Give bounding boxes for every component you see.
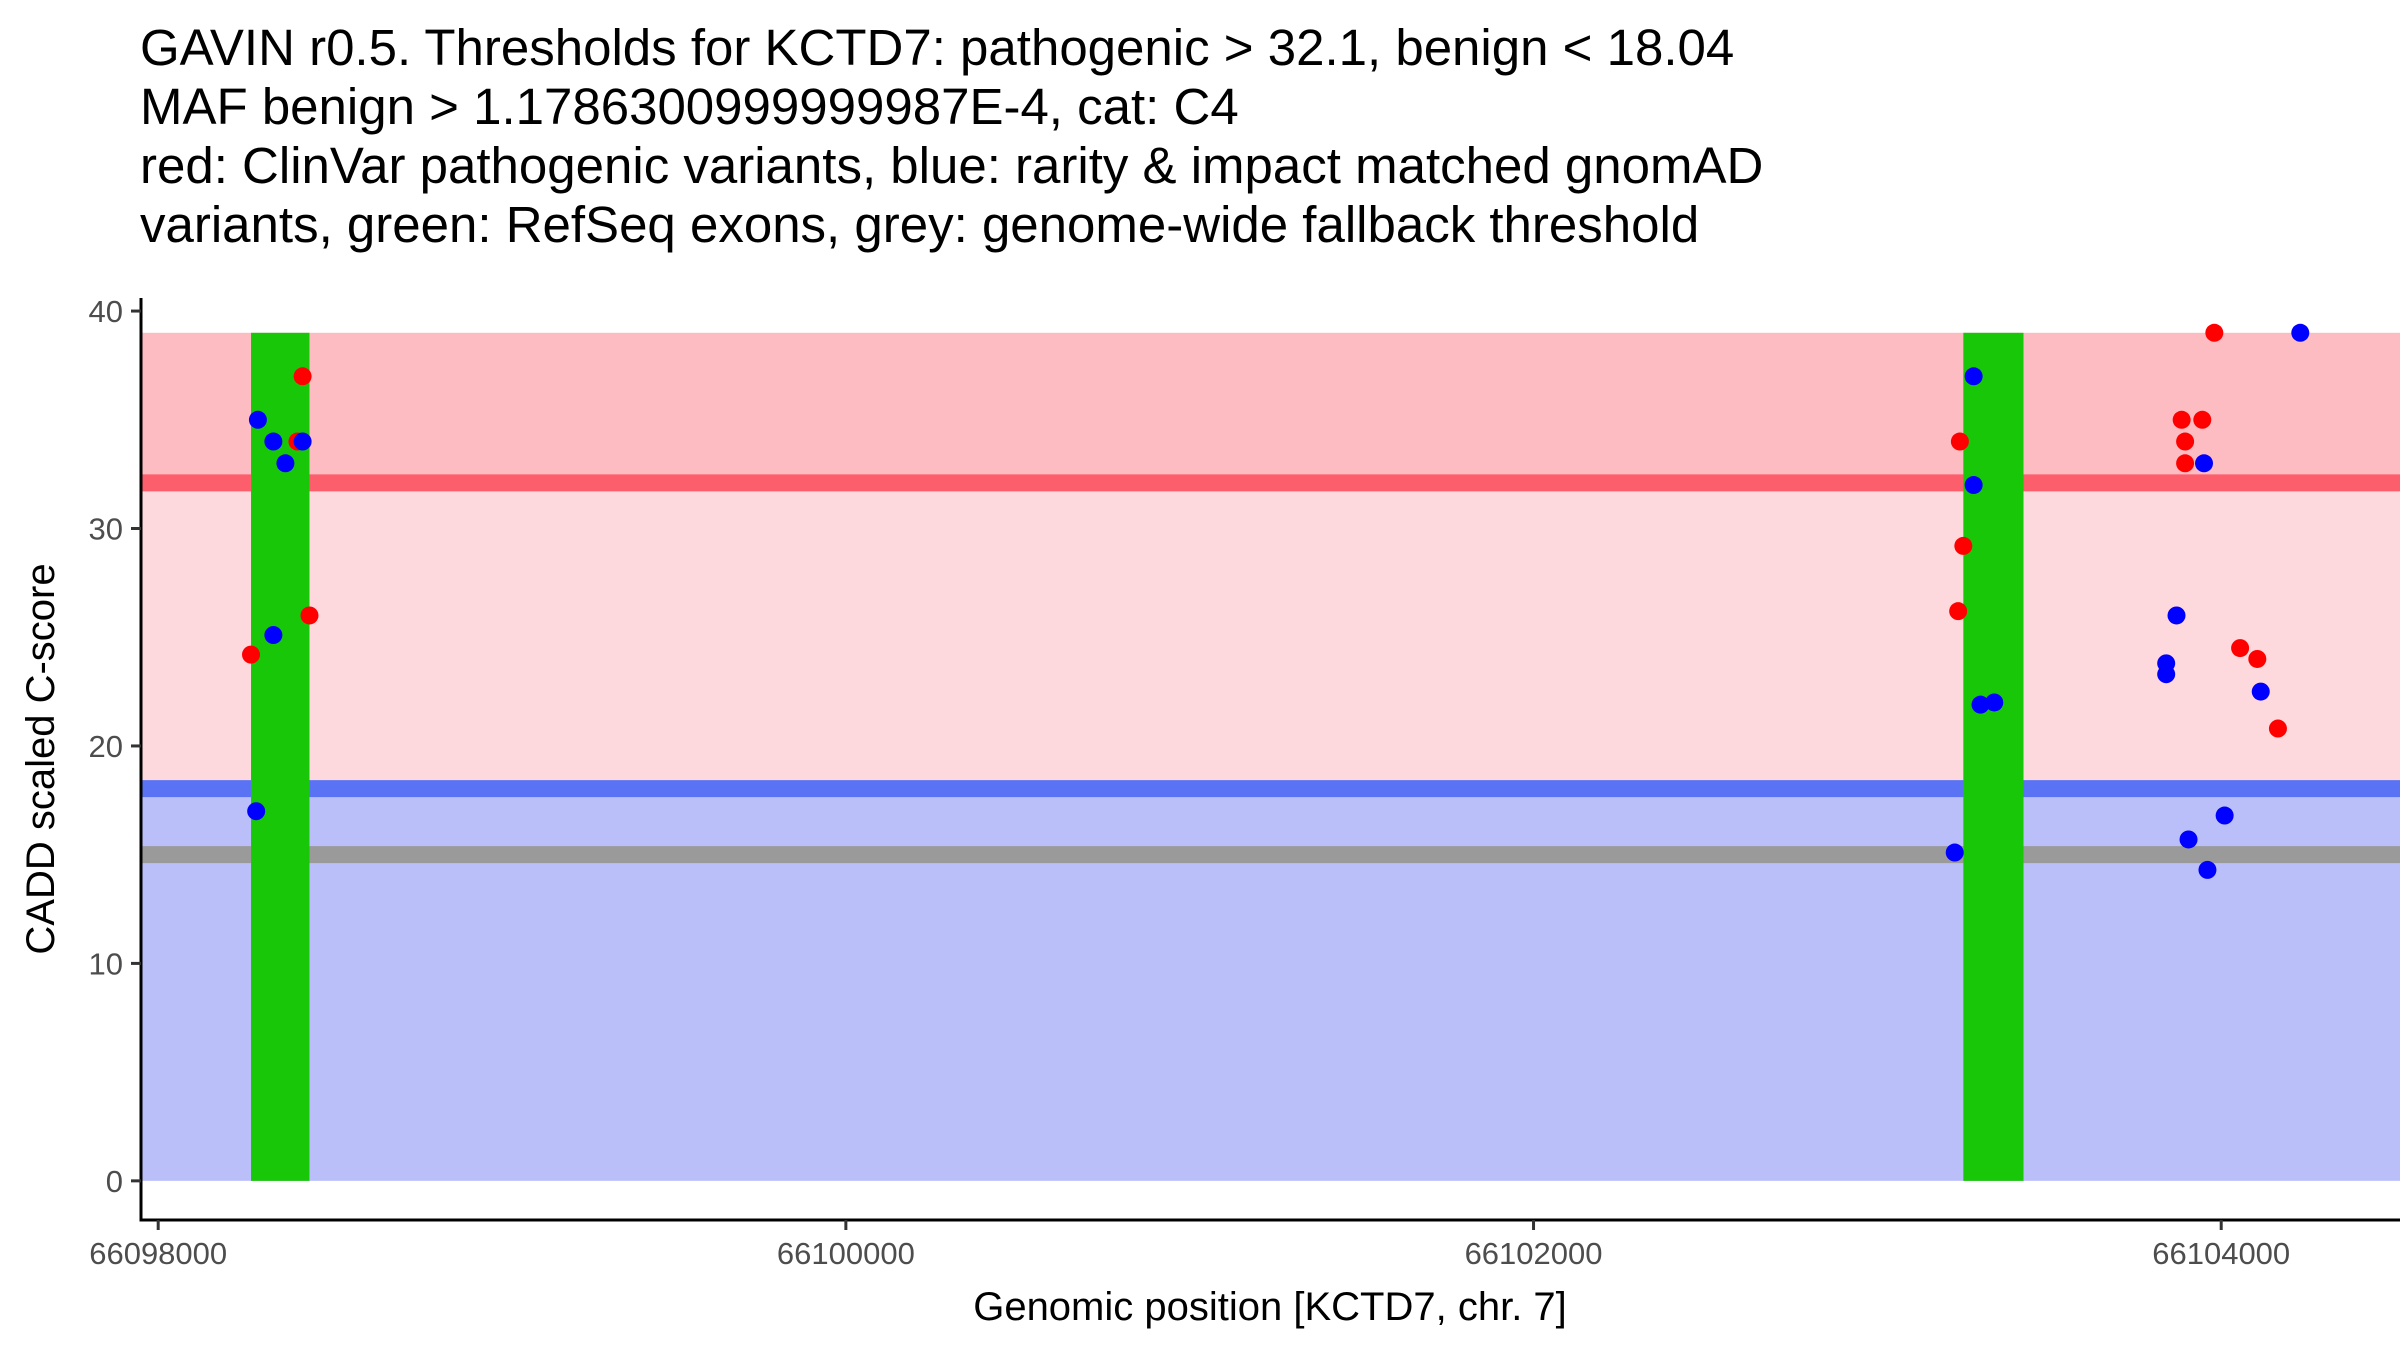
x-tick-label: 66098000 — [89, 1236, 227, 1271]
x-tick-label: 66104000 — [2152, 1236, 2290, 1271]
y-axis-title: CADD scaled C-score — [19, 563, 63, 954]
y-tick-label: 20 — [89, 729, 123, 764]
clinvar-point — [2205, 323, 2224, 342]
gnomad-point — [2195, 454, 2214, 473]
gnomad-points — [247, 323, 2310, 879]
gnomad-point — [1985, 693, 2004, 712]
clinvar-point — [242, 645, 261, 664]
gnomad-point — [247, 802, 266, 821]
clinvar-point — [2176, 432, 2195, 451]
clinvar-point — [2172, 410, 2191, 429]
y-tick-label: 40 — [89, 294, 123, 329]
gnomad-point — [2198, 860, 2217, 879]
gnomad-point — [248, 410, 267, 429]
title-line-2: MAF benign > 1.1786300999999987E-4, cat:… — [140, 78, 1239, 135]
plot-panel — [141, 332, 2400, 1181]
gnomad-point — [1964, 367, 1983, 386]
gnomad-point — [293, 432, 312, 451]
y-tick-label: 10 — [89, 946, 123, 981]
clinvar-point — [2176, 454, 2195, 473]
gnomad-point — [2157, 665, 2176, 684]
clinvar-point — [2248, 649, 2267, 668]
gnomad-point — [1964, 476, 1983, 495]
gnomad-point — [2179, 830, 2198, 849]
gnomad-point — [1971, 695, 1990, 714]
gnomad-point — [1945, 843, 1964, 862]
clinvar-point — [1954, 536, 1973, 555]
title-line-3: red: ClinVar pathogenic variants, blue: … — [140, 137, 1764, 194]
title-line-4: variants, green: RefSeq exons, grey: gen… — [140, 196, 1700, 253]
exon-bar-1 — [251, 332, 310, 1181]
x-tick-label: 66100000 — [777, 1236, 915, 1271]
gnomad-point — [2167, 606, 2186, 625]
clinvar-point — [293, 367, 312, 386]
gnomad-point — [276, 454, 295, 473]
gnomad-point — [2215, 806, 2234, 825]
clinvar-point — [2231, 639, 2250, 658]
gnomad-point — [264, 626, 283, 645]
exon-bar-2 — [1963, 332, 2024, 1181]
x-tick-label: 66102000 — [1465, 1236, 1603, 1271]
clinvar-point — [1950, 432, 1969, 451]
data-points — [242, 323, 2310, 879]
clinvar-point — [2268, 719, 2287, 738]
axes: 0 10 20 30 40 66098000 66100000 66102000 6610400… — [89, 294, 2400, 1271]
y-tick-label: 0 — [106, 1164, 123, 1199]
clinvar-point — [2193, 410, 2212, 429]
gnomad-point — [2251, 682, 2270, 701]
clinvar-point — [1949, 602, 1968, 621]
intermediate-region — [141, 482, 2400, 789]
pathogenic-region — [141, 332, 2400, 483]
gnomad-point — [264, 432, 283, 451]
clinvar-point — [300, 606, 319, 625]
y-tick-label: 30 — [89, 512, 123, 547]
gnomad-point — [2291, 323, 2310, 342]
title-line-1: GAVIN r0.5. Thresholds for KCTD7: pathog… — [140, 19, 1735, 76]
x-axis-title: Genomic position [KCTD7, chr. 7] — [973, 1285, 1567, 1329]
